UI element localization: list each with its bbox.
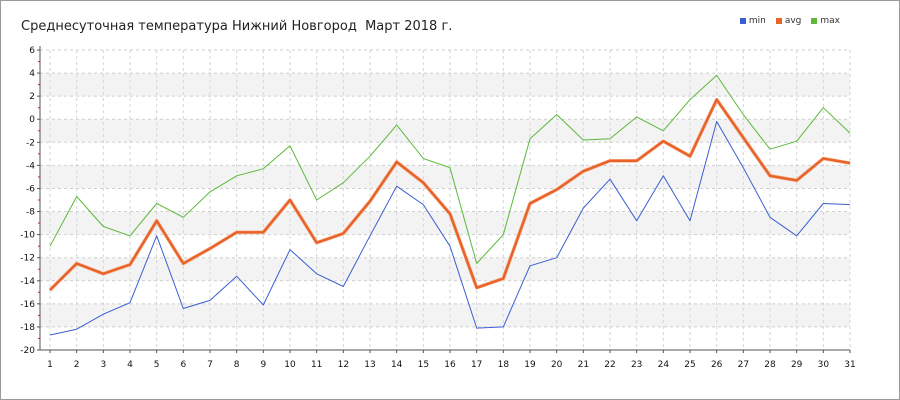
legend-label-max: max	[820, 16, 840, 26]
legend-item-avg: avg	[775, 16, 802, 26]
y-tick-label: -16	[20, 300, 35, 310]
grid-band	[40, 257, 850, 281]
x-tick-label: 19	[524, 360, 536, 370]
grid-band	[40, 165, 850, 189]
x-tick-label: 12	[338, 360, 349, 370]
y-tick-label: -8	[26, 208, 35, 218]
legend-item-min: min	[739, 16, 766, 26]
legend-label-min: min	[748, 16, 766, 26]
x-tick-label: 16	[444, 360, 456, 370]
x-tick-label: 4	[127, 360, 133, 370]
grid-band	[40, 73, 850, 97]
x-tick-label: 29	[791, 360, 803, 370]
x-tick-label: 5	[154, 360, 160, 370]
x-tick-label: 15	[418, 360, 429, 370]
x-tick-label: 9	[260, 360, 266, 370]
grid-band	[40, 303, 850, 327]
x-tick-label: 20	[551, 360, 563, 370]
y-tick-label: -2	[26, 138, 35, 148]
x-tick-label: 11	[311, 360, 322, 370]
y-tick-label: -10	[20, 231, 35, 241]
x-tick-label: 23	[631, 360, 642, 370]
legend-swatch-avg	[775, 18, 782, 24]
x-tick-label: 6	[180, 360, 186, 370]
y-tick-label: -20	[20, 346, 35, 356]
x-tick-label: 18	[498, 360, 510, 370]
x-tick-label: 14	[391, 360, 403, 370]
x-tick-label: 7	[207, 360, 213, 370]
y-tick-label: 4	[29, 69, 35, 79]
x-tick-label: 27	[738, 360, 749, 370]
legend-label-avg: avg	[784, 16, 802, 26]
x-tick-label: 21	[578, 360, 589, 370]
x-tick-label: 8	[234, 360, 240, 370]
x-tick-label: 1	[47, 360, 53, 370]
x-tick-label: 22	[604, 360, 615, 370]
series-line-avg	[49, 98, 851, 291]
x-tick-label: 24	[658, 360, 670, 370]
x-tick-label: 17	[471, 360, 482, 370]
y-tick-label: 6	[29, 46, 35, 56]
y-tick-label: 0	[29, 115, 35, 125]
x-tick-label: 26	[711, 360, 723, 370]
y-tick-label: -14	[20, 277, 35, 287]
grid-band	[40, 119, 850, 143]
x-tick-label: 30	[818, 360, 830, 370]
series-line-max	[49, 74, 851, 264]
y-tick-label: -4	[26, 161, 35, 171]
legend: min avg max	[739, 16, 840, 26]
x-tick-label: 10	[284, 360, 296, 370]
x-tick-label: 28	[764, 360, 776, 370]
y-tick-label: -6	[26, 184, 35, 194]
y-tick-label: -12	[20, 254, 35, 264]
x-tick-label: 3	[100, 360, 106, 370]
x-tick-label: 13	[364, 360, 375, 370]
x-tick-label: 31	[844, 360, 855, 370]
legend-item-max: max	[811, 16, 840, 26]
y-tick-label: 2	[29, 92, 35, 102]
x-tick-label: 25	[684, 360, 695, 370]
chart-title: Среднесуточная температура Нижний Новгор…	[21, 19, 453, 34]
grid-band	[40, 211, 850, 235]
legend-swatch-max	[811, 18, 818, 24]
x-tick-label: 2	[74, 360, 80, 370]
series-line-min	[49, 121, 851, 336]
y-tick-label: -18	[20, 323, 35, 333]
legend-swatch-min	[739, 18, 746, 24]
